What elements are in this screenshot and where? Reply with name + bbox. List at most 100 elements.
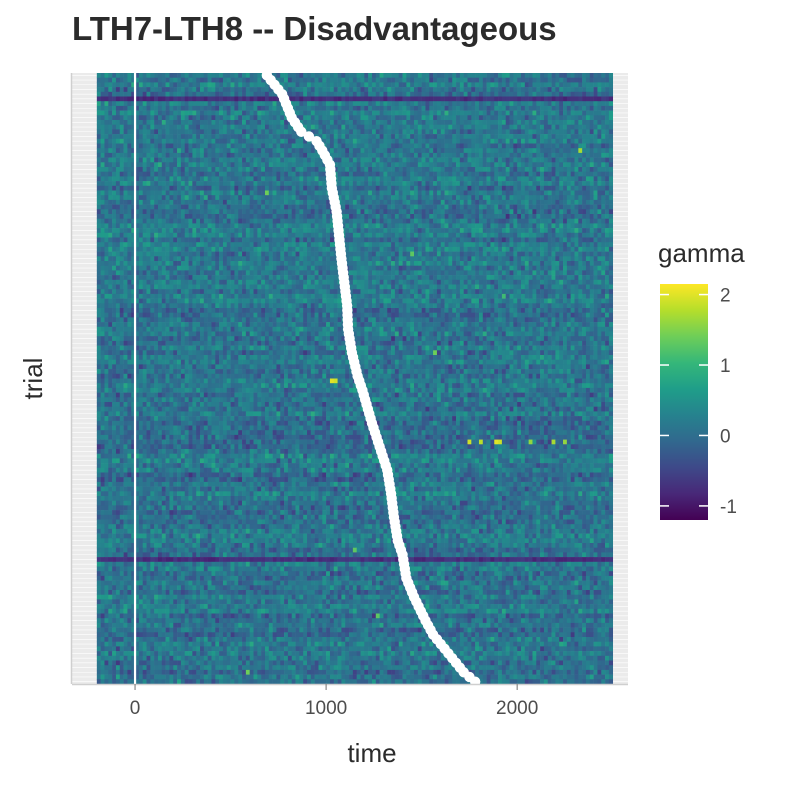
heatmap-tile: [188, 176, 193, 182]
heatmap-tile: [142, 124, 147, 130]
heatmap-tile: [219, 73, 224, 78]
heatmap-tile: [169, 199, 174, 205]
heatmap-tile: [123, 110, 128, 116]
heatmap-tile: [471, 148, 476, 154]
heatmap-tile: [310, 232, 315, 238]
heatmap-tile: [467, 105, 472, 111]
heatmap-tile: [341, 199, 346, 205]
heatmap-tile: [456, 120, 461, 125]
heatmap-tile: [559, 176, 564, 182]
heatmap-tile: [238, 138, 243, 144]
heatmap-tile: [322, 162, 327, 168]
heatmap-tile: [387, 134, 392, 140]
heatmap-tile: [585, 185, 591, 191]
heatmap-tile: [471, 204, 476, 210]
heatmap-tile: [184, 138, 189, 144]
heatmap-tile: [253, 185, 258, 191]
heatmap-tile: [196, 101, 201, 107]
heatmap-tile: [322, 204, 327, 210]
heatmap-tile: [417, 77, 422, 83]
heatmap-tile: [601, 214, 606, 219]
heatmap-tile: [104, 73, 109, 78]
heatmap-tile: [375, 162, 380, 168]
heatmap-tile: [234, 134, 239, 140]
heatmap-tile: [349, 209, 354, 215]
heatmap-tile: [177, 232, 182, 238]
heatmap-tile: [570, 167, 575, 172]
heatmap-tile: [318, 171, 323, 177]
heatmap-tile: [115, 190, 121, 196]
heatmap-tile: [563, 190, 568, 196]
heatmap-tile: [536, 232, 541, 238]
heatmap-tile: [391, 157, 396, 163]
heatmap-tile: [341, 110, 346, 116]
heatmap-tile: [402, 96, 407, 102]
heatmap-tile: [406, 124, 411, 130]
heatmap-tile: [440, 228, 445, 234]
heatmap-tile: [475, 190, 480, 196]
heatmap-tile: [112, 195, 117, 201]
heatmap-tile: [471, 237, 476, 243]
heatmap-tile: [551, 152, 556, 158]
heatmap-tile: [303, 218, 308, 224]
heatmap-tile: [119, 209, 124, 215]
heatmap-tile: [349, 185, 354, 191]
heatmap-tile: [394, 176, 400, 182]
heatmap-tile: [127, 176, 132, 182]
heatmap-tile: [547, 138, 552, 144]
heatmap-tile: [138, 148, 143, 154]
heatmap-tile: [100, 73, 105, 78]
heatmap-tile: [127, 223, 132, 229]
heatmap-tile: [601, 209, 606, 215]
heatmap-tile: [329, 228, 335, 234]
heatmap-tile: [524, 214, 529, 219]
heatmap-tile: [135, 143, 140, 149]
heatmap-tile: [593, 105, 598, 111]
heatmap-tile: [513, 204, 518, 210]
heatmap-tile: [157, 237, 163, 243]
heatmap-tile: [157, 134, 163, 140]
heatmap-tile: [261, 171, 266, 177]
heatmap-tile: [234, 209, 239, 215]
heatmap-tile: [360, 91, 365, 97]
heatmap-tile: [509, 73, 514, 78]
heatmap-tile: [383, 82, 388, 88]
heatmap-tile: [364, 96, 369, 102]
heatmap-tile: [96, 87, 101, 93]
heatmap-tile: [184, 143, 189, 149]
heatmap-tile: [429, 134, 434, 140]
heatmap-tile: [509, 115, 514, 121]
heatmap-tile: [467, 148, 472, 154]
heatmap-tile: [257, 129, 262, 135]
heatmap-tile: [467, 115, 472, 121]
heatmap-tile: [551, 167, 556, 172]
heatmap-tile: [494, 91, 499, 97]
heatmap-tile: [517, 87, 522, 93]
heatmap-tile: [200, 134, 205, 140]
heatmap-tile: [96, 101, 101, 107]
heatmap-tile: [601, 77, 606, 83]
heatmap-tile: [352, 134, 357, 140]
heatmap-tile: [566, 171, 571, 177]
heatmap-tile: [310, 167, 315, 172]
heatmap-tile: [341, 120, 346, 125]
heatmap-tile: [314, 181, 319, 187]
heatmap-tile: [276, 176, 281, 182]
heatmap-tile: [585, 223, 591, 229]
heatmap-tile: [559, 73, 564, 78]
heatmap-tile: [333, 101, 338, 107]
heatmap-tiles: [96, 73, 614, 685]
heatmap-tile: [291, 185, 296, 191]
heatmap-tile: [608, 73, 614, 78]
heatmap-tile: [509, 171, 514, 177]
heatmap-tile: [100, 228, 105, 234]
heatmap-tile: [608, 185, 614, 191]
heatmap-tile: [551, 138, 556, 144]
heatmap-tile: [543, 87, 549, 93]
heatmap-tile: [398, 143, 403, 149]
heatmap-tile: [230, 199, 235, 205]
heatmap-tile: [517, 214, 522, 219]
heatmap-tile: [146, 105, 151, 111]
heatmap-tile: [509, 181, 514, 187]
heatmap-tile: [96, 124, 101, 130]
